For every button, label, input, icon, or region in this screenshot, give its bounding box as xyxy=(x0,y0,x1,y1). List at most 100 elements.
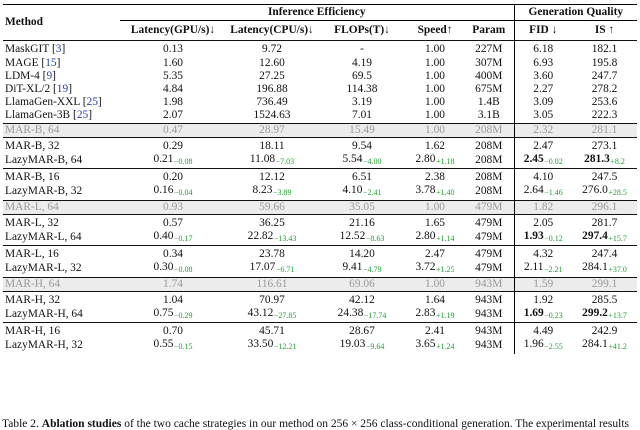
cell-value: 0.29 xyxy=(163,139,183,152)
method-label: MAR-H, 64 xyxy=(5,277,61,290)
cell-flops: 21.16 xyxy=(318,213,406,231)
cell-value: 247.7 xyxy=(591,69,618,82)
delta-value: +13.7 xyxy=(608,311,627,321)
cell-value: 1.00 xyxy=(425,200,445,213)
cell-fid: 2.45−0.02 xyxy=(513,153,572,169)
delta-value: +1.19 xyxy=(435,311,455,321)
cell-is: 247.5 xyxy=(572,168,638,185)
citation-link[interactable]: 15 xyxy=(45,56,57,69)
delta-value: −0.12 xyxy=(544,234,563,244)
cell-param: 208M xyxy=(464,136,514,154)
cell-gpu: 0.55−0.15 xyxy=(120,338,226,353)
caption-bold: Ablation studies xyxy=(41,418,122,430)
citation-link[interactable]: 25 xyxy=(86,96,98,109)
cell-fid: 2.32 xyxy=(513,122,572,138)
column-header-flops: FLOPs(T)↓ xyxy=(334,24,390,37)
cell-fid: 1.93−0.12 xyxy=(513,230,572,246)
cell-param: 1.4B xyxy=(464,96,514,109)
cell-fid: 6.18 xyxy=(513,40,572,57)
method-name: MAR-H, 32 xyxy=(3,290,120,308)
cell-cpu: 18.11 xyxy=(226,136,318,154)
cell-value: 400M xyxy=(475,69,503,82)
method-name: LlamaGen-3B [25] xyxy=(5,109,93,122)
cell-value: 21.16 xyxy=(349,216,375,229)
cell-value: 285.5 xyxy=(591,293,618,306)
cell-value: 479M xyxy=(475,248,503,261)
cell-value: 35.05 xyxy=(349,200,375,213)
cell-speed: 3.72+1.25 xyxy=(406,261,464,277)
cell-value: 0.40 xyxy=(153,230,174,243)
cell-value: 1.62 xyxy=(425,139,445,152)
cell-cpu: 43.12−27.85 xyxy=(226,307,318,323)
cell-cpu: 736.49 xyxy=(226,96,318,109)
citation-link[interactable]: 19 xyxy=(56,83,69,96)
method-name: MAR-H, 64 xyxy=(3,276,120,292)
cell-cpu: 196.88 xyxy=(226,83,318,96)
cell-param: 943M xyxy=(464,338,514,353)
cell-value: 1.74 xyxy=(163,277,183,290)
delta-value: +15.7 xyxy=(608,234,627,244)
column-header-fid: FID ↓ xyxy=(513,20,572,41)
cell-fid: 6.93 xyxy=(513,56,572,70)
cell-param: 675M xyxy=(464,83,514,96)
method-label: MAR-L, 64 xyxy=(5,200,59,213)
cell-speed: 2.41 xyxy=(406,322,464,339)
cell-cpu: 45.71 xyxy=(226,322,318,339)
cell-flops: 14.20 xyxy=(318,245,406,262)
cell-value: 8.23 xyxy=(252,184,273,197)
method-label: LlamaGen-3B xyxy=(5,109,71,122)
cell-is: 285.5 xyxy=(572,290,638,308)
cell-fid: 2.11−2.21 xyxy=(513,261,572,278)
cell-value: 114.38 xyxy=(346,83,378,96)
cell-value: 2.47 xyxy=(533,139,554,152)
citation-link[interactable]: 9 xyxy=(46,69,53,82)
delta-value: −8.63 xyxy=(365,234,385,244)
cell-param: 943M xyxy=(464,322,514,339)
cell-param: 400M xyxy=(464,70,514,83)
cell-value: 12.52 xyxy=(339,230,366,243)
cell-speed: 1.64 xyxy=(406,290,464,308)
cell-gpu: 0.57 xyxy=(120,213,226,231)
cell-value: 4.32 xyxy=(533,248,554,261)
cell-value: 43.12 xyxy=(247,307,274,320)
citation-link[interactable]: 3 xyxy=(55,43,62,56)
delta-value: −0.04 xyxy=(173,188,193,198)
cell-value: 247.5 xyxy=(591,171,618,184)
delta-value: −0.08 xyxy=(173,157,193,167)
method-name: LazyMAR-H, 32 xyxy=(3,338,120,353)
cell-cpu: 33.50−12.21 xyxy=(226,338,318,353)
method-label: MAR-L, 32 xyxy=(5,216,59,229)
cell-value: 736.49 xyxy=(256,96,288,109)
cell-fid: 2.64−1.46 xyxy=(513,184,572,201)
cell-flops: - xyxy=(318,40,406,57)
cell-is: 299.2+13.7 xyxy=(572,307,637,323)
cell-cpu: 28.97 xyxy=(226,122,318,138)
cell-value: 227M xyxy=(475,43,503,56)
delta-value: −6.71 xyxy=(275,265,295,275)
method-label: MAGE xyxy=(5,56,39,69)
method-name: MAGE [15] xyxy=(5,56,61,69)
cell-is: 278.2 xyxy=(572,83,637,96)
cell-value: 281.1 xyxy=(591,123,618,136)
cell-value: 1.93 xyxy=(523,230,544,243)
cell-flops: 7.01 xyxy=(318,109,406,123)
cell-value: 0.30 xyxy=(153,261,174,274)
cell-value: 281.3 xyxy=(584,153,610,166)
cell-cpu: 23.78 xyxy=(226,245,318,262)
cell-speed: 1.00 xyxy=(406,276,464,292)
cell-value: 1.00 xyxy=(425,109,445,122)
cell-value: 1.00 xyxy=(425,96,445,109)
delta-value: +1.25 xyxy=(435,265,455,275)
method-name: DiT-XL/2 [19] xyxy=(5,83,72,96)
method-name: LazyMAR-H, 64 xyxy=(3,307,120,323)
delta-value: −27.85 xyxy=(273,311,297,321)
delta-value: −2.41 xyxy=(362,188,382,198)
citation-link[interactable]: 25 xyxy=(76,109,89,122)
cell-value: 1.98 xyxy=(163,96,183,109)
cell-value: 247.4 xyxy=(591,248,618,261)
cell-speed: 1.65 xyxy=(406,213,464,231)
cell-cpu: 17.07−6.71 xyxy=(226,261,318,277)
cell-flops: 69.5 xyxy=(318,70,406,83)
delta-value: −2.55 xyxy=(544,342,563,352)
delta-value: −13.43 xyxy=(273,234,297,244)
